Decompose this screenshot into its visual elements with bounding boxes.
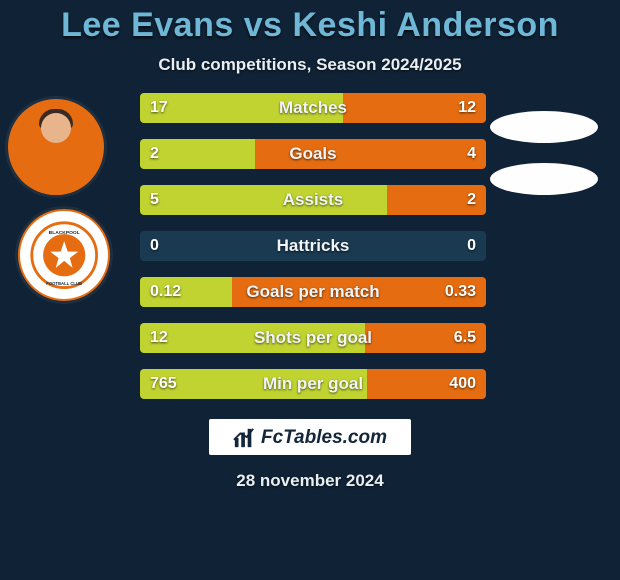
stat-row: 126.5Shots per goal xyxy=(140,323,486,353)
bar-left xyxy=(140,139,255,169)
bar-right xyxy=(232,277,486,307)
stat-row: 1712Matches xyxy=(140,93,486,123)
player-avatar-left xyxy=(8,99,104,195)
stat-row: 0.120.33Goals per match xyxy=(140,277,486,307)
brand-badge: FcTables.com xyxy=(209,419,411,455)
bar-left xyxy=(140,323,365,353)
avatar-column: BLACKPOOL FOOTBALL CLUB xyxy=(8,99,120,315)
bar-right xyxy=(387,185,486,215)
stat-row: 24Goals xyxy=(140,139,486,169)
oval-column xyxy=(490,111,606,215)
bar-left xyxy=(140,93,343,123)
bar-right xyxy=(255,139,486,169)
player-placeholder-2 xyxy=(490,163,598,195)
stat-row: 00Hattricks xyxy=(140,231,486,261)
bar-right xyxy=(367,369,486,399)
bar-left xyxy=(140,185,387,215)
club-badge-icon: BLACKPOOL FOOTBALL CLUB xyxy=(29,220,99,290)
stats-zone: BLACKPOOL FOOTBALL CLUB 1712Matches 24Goa… xyxy=(0,93,620,399)
player-placeholder-1 xyxy=(490,111,598,143)
svg-text:BLACKPOOL: BLACKPOOL xyxy=(48,230,79,236)
svg-text:FOOTBALL CLUB: FOOTBALL CLUB xyxy=(46,281,82,286)
stat-row: 765400Min per goal xyxy=(140,369,486,399)
bar-track xyxy=(140,231,486,261)
bar-right xyxy=(365,323,486,353)
brand-chart-icon xyxy=(233,427,255,449)
page-subtitle: Club competitions, Season 2024/2025 xyxy=(158,55,461,75)
page-date: 28 november 2024 xyxy=(236,471,383,491)
bar-right xyxy=(343,93,486,123)
bar-left xyxy=(140,277,232,307)
brand-text: FcTables.com xyxy=(261,427,387,449)
stat-row: 52Assists xyxy=(140,185,486,215)
page-title: Lee Evans vs Keshi Anderson xyxy=(61,6,559,45)
club-badge: BLACKPOOL FOOTBALL CLUB xyxy=(18,209,110,301)
bar-left xyxy=(140,369,367,399)
stat-rows: 1712Matches 24Goals 52Assists 00Hattricks 0.… xyxy=(140,93,486,399)
